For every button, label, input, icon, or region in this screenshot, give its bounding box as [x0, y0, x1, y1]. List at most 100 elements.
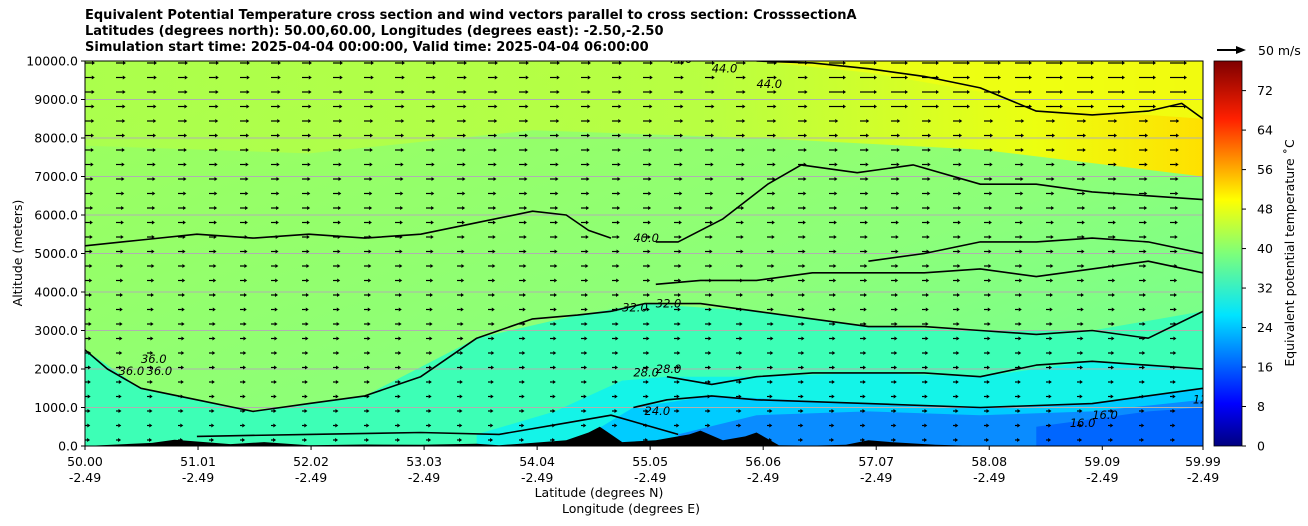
wind-arrow-head [679, 162, 683, 167]
wind-arrow-head [586, 206, 590, 210]
wind-arrow-head [896, 177, 900, 181]
wind-arrow-head [740, 220, 744, 225]
wind-arrow-head [955, 438, 959, 442]
quiver-key-label: 50 m/s [1258, 43, 1301, 58]
wind-arrow-head [152, 177, 156, 181]
wind-arrow-head [243, 336, 247, 341]
wind-arrow-head [212, 351, 216, 355]
wind-arrow-head [339, 61, 343, 65]
wind-arrow-head [215, 104, 219, 109]
wind-arrow-head [1081, 278, 1085, 283]
wind-arrow-head [524, 191, 528, 196]
wind-arrow-head [151, 278, 155, 283]
wind-arrow-head [740, 249, 744, 254]
wind-arrow-head [583, 380, 587, 384]
wind-arrow-head [462, 191, 466, 196]
wind-arrow-head [1050, 220, 1054, 225]
wind-arrow-head [771, 220, 775, 225]
wind-arrow-head [1020, 162, 1024, 167]
x-tick-label-lat: 53.03 [406, 454, 442, 469]
wind-arrow-head [308, 133, 312, 138]
wind-arrow-head [924, 380, 928, 384]
wind-arrow-head [335, 438, 339, 442]
wind-arrow-head [738, 423, 742, 428]
wind-arrow-head [119, 293, 123, 297]
wind-arrow-head [1173, 293, 1177, 297]
wind-arrow-head [647, 249, 651, 254]
wind-arrow-head [585, 264, 589, 268]
wind-arrow-head [493, 177, 497, 181]
wind-arrow-head [463, 75, 467, 80]
wind-arrow-head [1113, 177, 1117, 181]
wind-arrow-head [181, 336, 185, 341]
wind-arrow-head [1048, 438, 1052, 442]
wind-arrow-head [587, 104, 591, 109]
wind-arrow-head [90, 206, 94, 210]
wind-arrow-head [959, 119, 963, 123]
wind-arrow-head [865, 191, 869, 196]
wind-arrow-head [988, 264, 992, 268]
wind-arrow-head [967, 104, 970, 109]
wind-arrow-head [121, 162, 125, 167]
wind-arrow-head [707, 423, 711, 428]
wind-arrow-head [245, 191, 249, 196]
wind-arrow-head [246, 119, 250, 123]
wind-arrow-head [211, 394, 215, 399]
wind-arrow-head [1081, 264, 1085, 268]
wind-arrow-head [183, 177, 187, 181]
wind-arrow-head [521, 438, 525, 442]
wind-arrow-head [554, 264, 558, 268]
wind-arrow-head [646, 351, 650, 355]
wind-arrow-head [180, 409, 184, 413]
wind-arrow-head [925, 307, 929, 312]
wind-arrow-head [678, 249, 682, 254]
wind-arrow-head [1111, 293, 1115, 297]
x-tick-label-lat: 56.06 [745, 454, 781, 469]
wind-arrow-head [834, 191, 838, 196]
wind-arrow-head [1048, 409, 1052, 413]
wind-arrow-head [1142, 365, 1146, 370]
wind-arrow-head [896, 162, 900, 167]
wind-arrow-head [709, 249, 713, 254]
wind-arrow-head [739, 293, 743, 297]
contour-labels: 44.0 44.0 44.0 40.0 32.0 32.0 28.028.0 24.0 36.0… [119, 61, 1203, 430]
wind-arrow-head [1142, 322, 1146, 326]
wind-arrow-head [460, 336, 464, 341]
wind-arrow-head [708, 351, 712, 355]
wind-arrow-head [772, 177, 776, 181]
x-tick-label-lon: -2.49 [295, 470, 327, 485]
wind-arrow-head [122, 61, 126, 65]
x-tick-label-lat: 54.04 [519, 454, 555, 469]
wind-arrow-head [773, 133, 777, 138]
wind-arrow-head [273, 394, 277, 399]
wind-arrow-head [459, 380, 463, 384]
wind-arrow-head [863, 336, 867, 341]
wind-arrow-head [150, 365, 154, 370]
wind-arrow-head [277, 75, 281, 80]
wind-arrow-head [617, 191, 621, 196]
wind-arrow-head [339, 133, 343, 138]
wind-arrow-head [803, 177, 807, 181]
wind-arrow-head [711, 90, 715, 94]
wind-arrow-head [617, 162, 621, 167]
wind-arrow-head [277, 61, 281, 65]
wind-arrow-head [304, 394, 308, 399]
wind-arrow-head [925, 336, 929, 341]
wind-arrow-head [1153, 90, 1156, 94]
wind-arrow-head [711, 119, 715, 123]
wind-arrow-head [215, 61, 219, 65]
wind-arrow-head [927, 206, 931, 210]
wind-arrow-head [955, 409, 959, 413]
wind-arrow-head [803, 191, 807, 196]
wind-arrow-head [523, 249, 527, 254]
wind-arrow-head [180, 423, 184, 428]
x-tick-label-lon: -2.49 [521, 470, 553, 485]
wind-arrow-head [804, 90, 808, 94]
wind-arrow-head [874, 61, 877, 65]
wind-arrow-head [936, 90, 939, 94]
wind-arrow-head [181, 351, 185, 355]
wind-arrow-head [1079, 438, 1083, 442]
wind-arrow-head [215, 75, 219, 80]
wind-arrow-head [772, 191, 776, 196]
wind-arrow-head [843, 61, 846, 65]
